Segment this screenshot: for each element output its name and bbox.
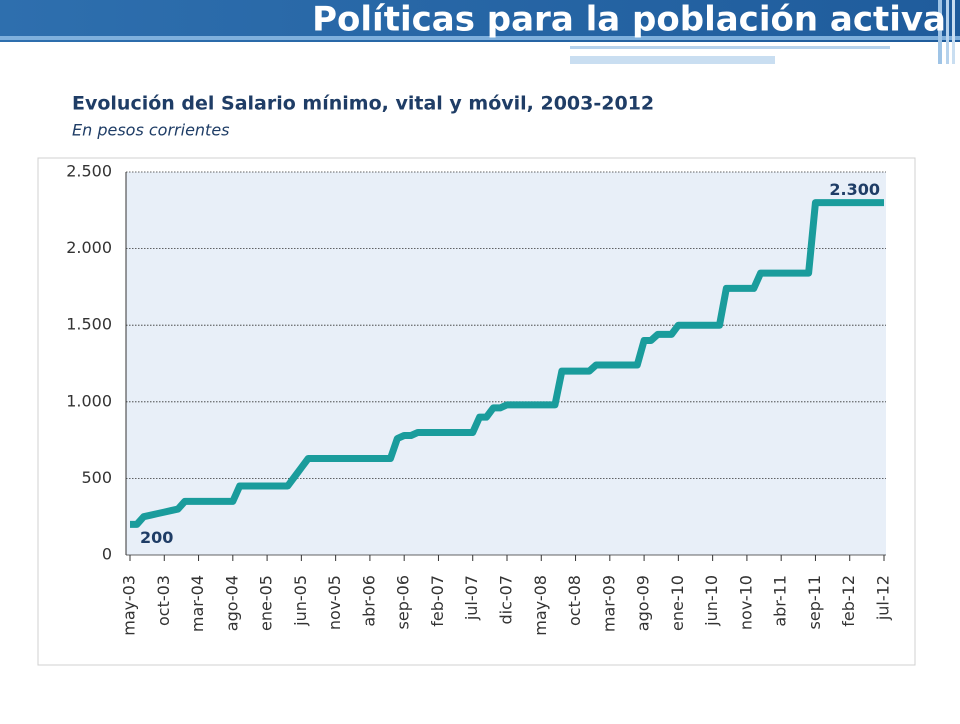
y-tick-label: 0	[102, 545, 112, 564]
y-tick-label: 1.500	[66, 315, 112, 334]
y-tick-label: 500	[81, 468, 112, 487]
y-tick-label: 1.000	[66, 391, 112, 410]
header-stripe	[0, 36, 960, 40]
data-label: 200	[140, 528, 173, 547]
x-tick-label: may-03	[120, 575, 139, 636]
header-stripe	[570, 56, 775, 64]
x-tick-label: sep-11	[805, 575, 824, 629]
x-tick-label: ago-09	[634, 575, 653, 631]
x-tick-label: abr-06	[359, 575, 378, 627]
header-stripe	[952, 0, 955, 64]
header-stripe	[570, 46, 890, 49]
chart-subtitle: En pesos corrientes	[72, 121, 230, 140]
header-bar	[0, 0, 960, 42]
x-tick-label: jul-12	[874, 575, 893, 621]
page-title: Políticas para la población activa	[312, 0, 946, 40]
x-tick-label: may-08	[531, 575, 550, 636]
x-tick-label: dic-07	[497, 575, 516, 625]
x-tick-label: ene-10	[668, 575, 687, 631]
y-tick-label: 2.000	[66, 238, 112, 257]
x-tick-label: ene-05	[257, 575, 276, 631]
chart-title: Evolución del Salario mínimo, vital y mó…	[72, 93, 654, 115]
x-tick-label: jul-07	[462, 575, 481, 621]
header-stripe	[938, 0, 942, 64]
x-tick-label: mar-09	[599, 575, 618, 632]
y-tick-label: 2.500	[66, 162, 112, 181]
data-label: 2.300	[829, 180, 880, 199]
x-tick-label: abr-11	[771, 575, 790, 627]
x-tick-label: oct-03	[154, 575, 173, 626]
x-tick-label: jun-05	[291, 575, 310, 627]
x-tick-label: feb-12	[839, 575, 858, 627]
data-line	[130, 199, 884, 528]
x-tick-label: feb-07	[428, 575, 447, 627]
x-tick-label: jun-10	[702, 575, 721, 627]
header-stripe	[946, 0, 949, 64]
x-tick-label: nov-05	[325, 575, 344, 630]
x-tick-label: oct-08	[565, 575, 584, 626]
plot-area	[126, 172, 886, 555]
x-tick-label: ago-04	[222, 575, 241, 631]
x-tick-label: sep-06	[394, 575, 413, 629]
x-tick-label: nov-10	[736, 575, 755, 630]
x-tick-label: mar-04	[188, 575, 207, 632]
